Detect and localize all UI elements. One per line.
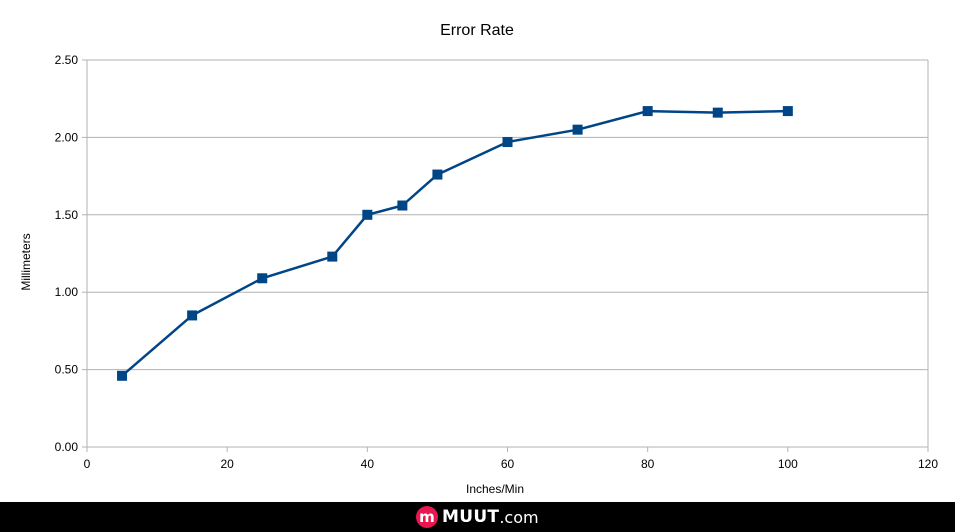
x-tick-label: 60 bbox=[501, 457, 515, 471]
y-tick-label: 1.00 bbox=[55, 285, 79, 299]
x-tick-label: 100 bbox=[778, 457, 798, 471]
series-line bbox=[121, 109, 788, 377]
data-point-marker bbox=[712, 107, 723, 118]
brand-tld: .com bbox=[499, 507, 539, 527]
data-point-marker bbox=[572, 124, 583, 135]
data-point-marker bbox=[642, 106, 653, 117]
x-tick-label: 120 bbox=[918, 457, 938, 471]
y-tick-label: 2.50 bbox=[55, 53, 79, 67]
brand-logo[interactable]: m MUUT .com bbox=[416, 506, 539, 528]
data-point-marker bbox=[327, 251, 338, 262]
chart-title: Error Rate bbox=[440, 22, 514, 39]
data-point-marker bbox=[432, 169, 443, 180]
series-layer bbox=[117, 106, 793, 381]
data-point-marker bbox=[257, 273, 268, 284]
x-tick-label: 0 bbox=[84, 457, 91, 471]
x-tick-label: 40 bbox=[361, 457, 375, 471]
y-tick-label: 1.50 bbox=[55, 208, 79, 222]
tick-labels: 0.00 0.50 1.00 1.50 2.00 2.50 0 20 40 60 80 100 120 bbox=[55, 53, 939, 471]
data-point-marker bbox=[362, 209, 373, 220]
data-point-marker bbox=[117, 370, 128, 381]
data-point-marker bbox=[187, 310, 198, 321]
x-tick-label: 20 bbox=[220, 457, 234, 471]
x-axis-label: Inches/Min bbox=[466, 482, 524, 496]
data-point-marker bbox=[782, 106, 793, 117]
y-tick-label: 2.00 bbox=[55, 130, 79, 144]
footer-bar: m MUUT .com bbox=[0, 502, 955, 532]
data-point-marker bbox=[397, 200, 408, 211]
y-tick-label: 0.00 bbox=[55, 440, 79, 454]
axes bbox=[82, 59, 929, 452]
muut-logo-icon: m bbox=[416, 506, 438, 528]
grid-lines bbox=[87, 59, 928, 448]
brand-name: MUUT bbox=[442, 507, 500, 527]
y-axis-label: Millimeters bbox=[19, 233, 33, 290]
data-point-marker bbox=[502, 137, 513, 148]
chart: Error Rate 0.00 0.50 1.00 1.50 2.00 2.50 0 20 40… bbox=[19, 22, 939, 496]
y-tick-label: 0.50 bbox=[55, 363, 79, 377]
x-tick-label: 80 bbox=[641, 457, 655, 471]
